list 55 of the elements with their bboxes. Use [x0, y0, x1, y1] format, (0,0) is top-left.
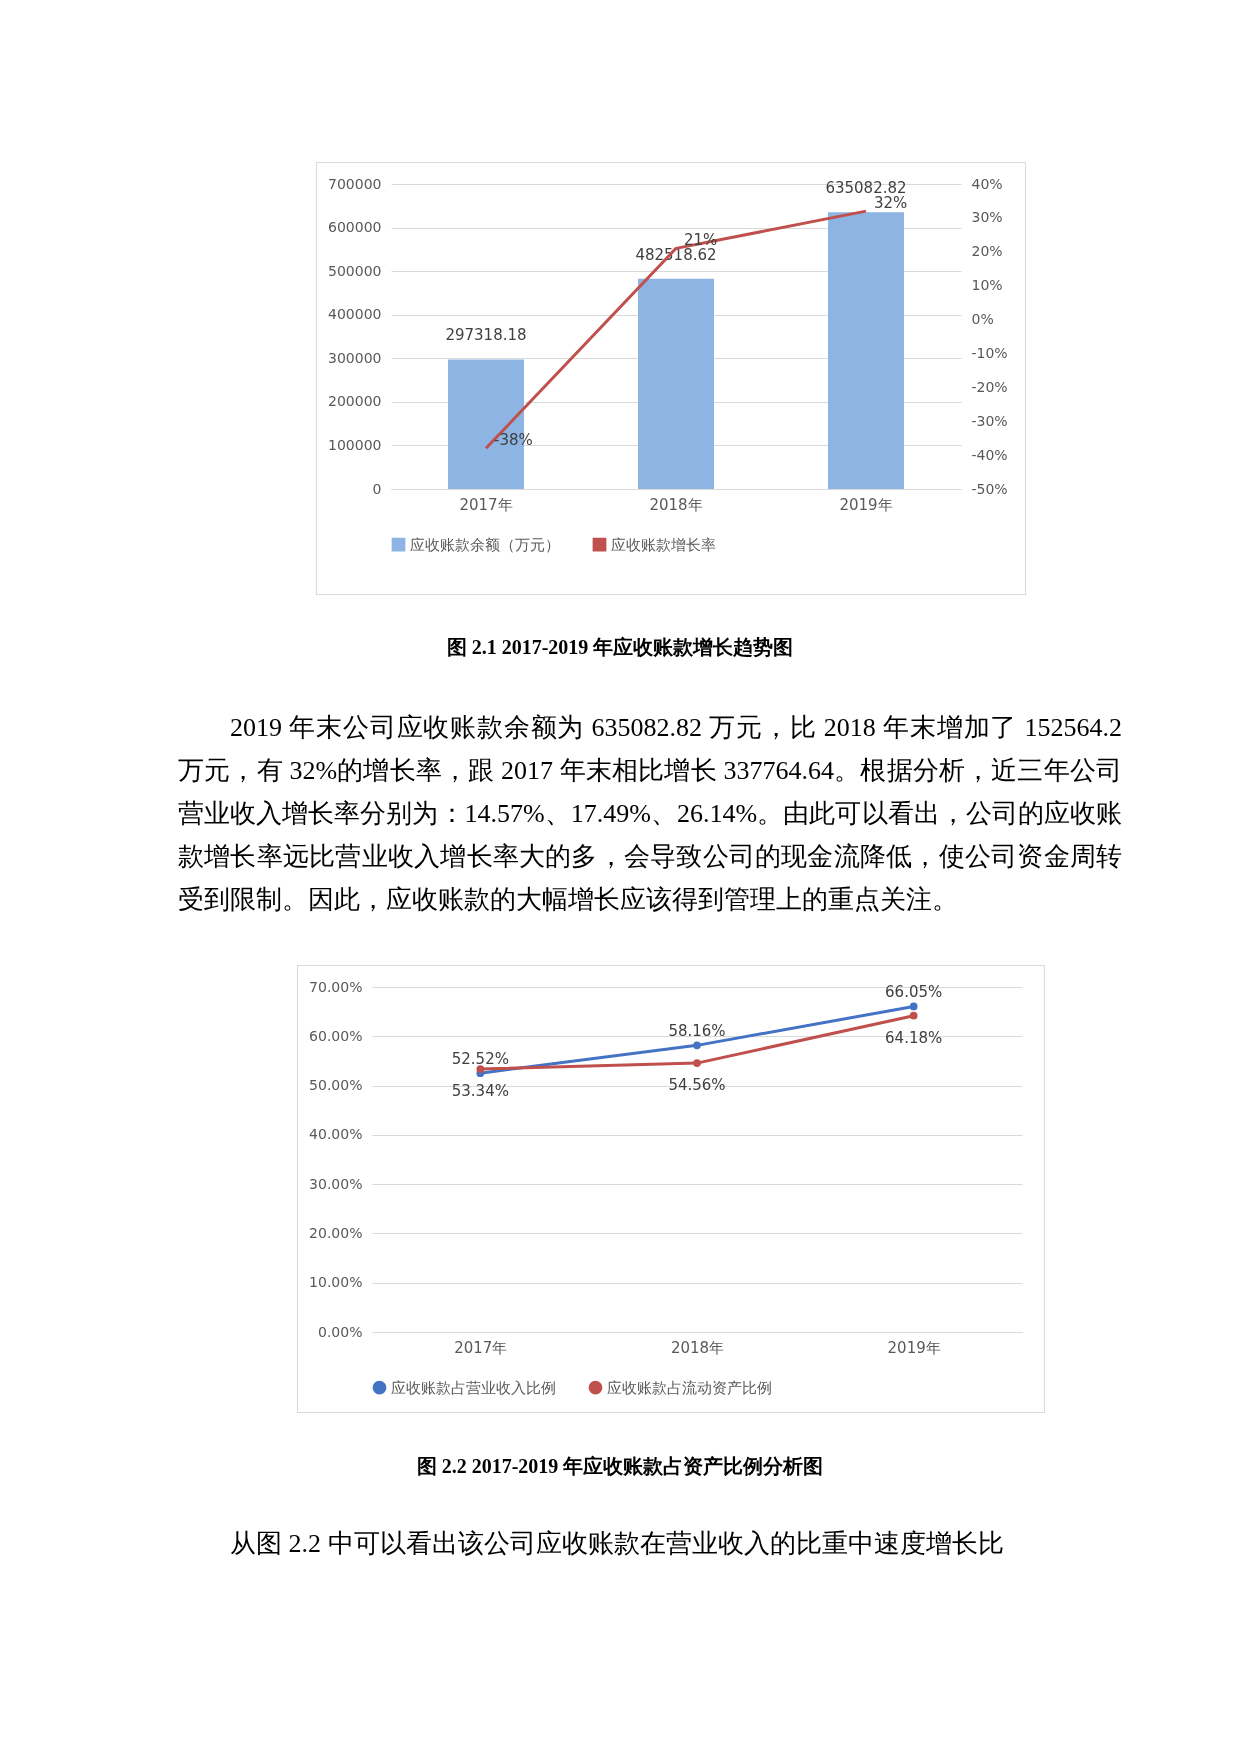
y-tick-label: 30.00% [309, 1175, 363, 1192]
text: 从图 2.2 中可以看出该公司应收账款在营业收入的比重中速度增长比 [229, 1528, 1005, 1560]
y2-tick-label: 10% [971, 277, 1003, 294]
x-tick-label: 2017年 [454, 1338, 508, 1357]
y2-tick-label: 0% [971, 311, 994, 328]
bar [638, 278, 714, 489]
x-tick-label: 2019年 [839, 495, 893, 514]
text: 2019 年末公司应收账款余额为 635082.82 万元，比 2018 年末增加了 152564.2 万元，有 32%的增长率，跟 2017 年末相比增长 337764.64。根据分析，近三年公司营业收入增长率分别为：14.57%、17.49%、26.14%。由此可以看出，公司的应收账款增长率远比营业收入增长率大的多，会导致公司的现金流降低，使公司资金周转受到限制。因此，应收账款的大幅增长应该得到管理上的重点关注。 [178, 712, 1122, 916]
y-tick-label: 200000 [328, 393, 382, 410]
data-label: 64.18% [885, 1028, 943, 1047]
x-tick-label: 2017年 [459, 495, 513, 514]
data-label: 32% [874, 194, 908, 213]
y-tick-label: 400000 [328, 306, 382, 323]
y-tick-label: 60.00% [309, 1027, 363, 1044]
y-tick-label: 300000 [328, 349, 382, 366]
legend-label: 应收账款余额（万元） [410, 535, 560, 554]
point [909, 1002, 918, 1011]
y-tick-label: 100000 [328, 436, 382, 453]
x-tick-label: 2019年 [887, 1338, 941, 1357]
data-label: 297318.18 [445, 326, 527, 345]
data-label: 53.34% [451, 1082, 509, 1101]
y2-tick-label: 30% [971, 209, 1003, 226]
y2-tick-label: -40% [971, 446, 1008, 463]
caption: 图 2.2 2017-2019 年应收账款占资产比例分析图 [415, 1454, 825, 1479]
point [909, 1011, 918, 1020]
legend-label: 应收账款占营业收入比例 [391, 1378, 556, 1397]
point [693, 1041, 701, 1050]
y-tick-label: 600000 [328, 219, 382, 236]
legend-label: 应收账款占流动资产比例 [607, 1378, 772, 1397]
point [693, 1059, 701, 1067]
data-label: 52.52% [451, 1050, 509, 1069]
y2-tick-label: -10% [971, 344, 1008, 361]
y-tick-label: 70.00% [309, 978, 363, 995]
y-tick-label: 0 [372, 480, 382, 497]
point [476, 1065, 485, 1073]
y-tick-label: 20.00% [309, 1224, 363, 1241]
y2-tick-label: 40% [971, 175, 1003, 192]
legend-label: 应收账款增长率 [611, 535, 716, 554]
data-label: 54.56% [668, 1076, 726, 1095]
data-label: 66.05% [885, 983, 943, 1002]
y-tick-label: 50.00% [309, 1077, 363, 1094]
bar [828, 212, 904, 489]
y2-tick-label: -30% [971, 412, 1008, 429]
x-tick-label: 2018年 [649, 495, 703, 514]
caption: 图 2.1 2017-2019 年应收账款增长趋势图 [445, 635, 795, 660]
y2-tick-label: -20% [971, 378, 1008, 395]
y-tick-label: 700000 [328, 175, 382, 192]
y2-tick-label: -50% [971, 480, 1008, 497]
y-tick-label: 10.00% [309, 1274, 363, 1291]
y-tick-label: 500000 [328, 262, 382, 279]
y-tick-label: 0.00% [318, 1323, 363, 1340]
y-tick-label: 40.00% [309, 1126, 363, 1143]
data-label: 58.16% [668, 1022, 726, 1041]
x-tick-label: 2018年 [670, 1338, 725, 1357]
y2-tick-label: 20% [971, 243, 1003, 260]
